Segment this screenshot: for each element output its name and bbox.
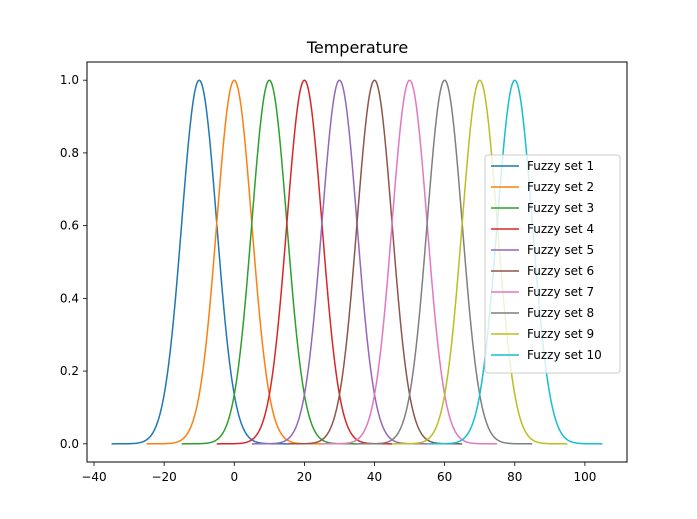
legend-label-6: Fuzzy set 6 — [527, 264, 594, 278]
x-tick-label: 0 — [230, 470, 238, 484]
x-tick-label: −20 — [151, 470, 176, 484]
legend-label-5: Fuzzy set 5 — [527, 243, 594, 257]
axis-layer: −40 −20 0 20 40 60 80 100 0.0 0.2 0.4 0.6 0.8 1.0 — [60, 73, 596, 484]
series-line-10 — [427, 79, 603, 445]
legend-label-2: Fuzzy set 2 — [527, 180, 594, 194]
series-line-7 — [321, 79, 498, 445]
legend-label-8: Fuzzy set 8 — [527, 306, 594, 320]
legend: Fuzzy set 1 Fuzzy set 2 Fuzzy set 3 Fuzzy s… — [484, 154, 621, 374]
y-tick-label: 1.0 — [60, 73, 79, 87]
x-tick-label: 60 — [437, 470, 452, 484]
series-line-2 — [146, 79, 322, 445]
plot-frame — [86, 61, 628, 463]
legend-label-9: Fuzzy set 9 — [527, 327, 594, 341]
series-line-9 — [392, 79, 568, 445]
y-tick-label: 0.2 — [60, 364, 79, 378]
x-tick-label: 80 — [507, 470, 522, 484]
chart-title: Temperature — [306, 38, 408, 57]
legend-label-7: Fuzzy set 7 — [527, 285, 594, 299]
x-tick-label: 100 — [573, 470, 596, 484]
legend-box — [484, 154, 621, 374]
series-line-8 — [357, 79, 533, 445]
legend-label-3: Fuzzy set 3 — [527, 201, 594, 215]
legend-label-1: Fuzzy set 1 — [527, 159, 594, 173]
series-line-6 — [286, 79, 463, 445]
series-line-5 — [251, 79, 428, 445]
x-tick-label: −40 — [81, 470, 106, 484]
series-line-4 — [216, 79, 393, 445]
y-tick-label: 0.0 — [60, 437, 79, 451]
y-tick-label: 0.8 — [60, 146, 79, 160]
series-layer — [111, 79, 603, 445]
y-tick-label: 0.6 — [60, 219, 79, 233]
x-tick-label: 40 — [367, 470, 382, 484]
x-tick-label: 20 — [297, 470, 312, 484]
y-tick-label: 0.4 — [60, 291, 79, 305]
series-line-1 — [111, 79, 287, 445]
series-line-3 — [181, 79, 357, 445]
legend-label-10: Fuzzy set 10 — [527, 348, 602, 362]
legend-label-4: Fuzzy set 4 — [527, 222, 594, 236]
